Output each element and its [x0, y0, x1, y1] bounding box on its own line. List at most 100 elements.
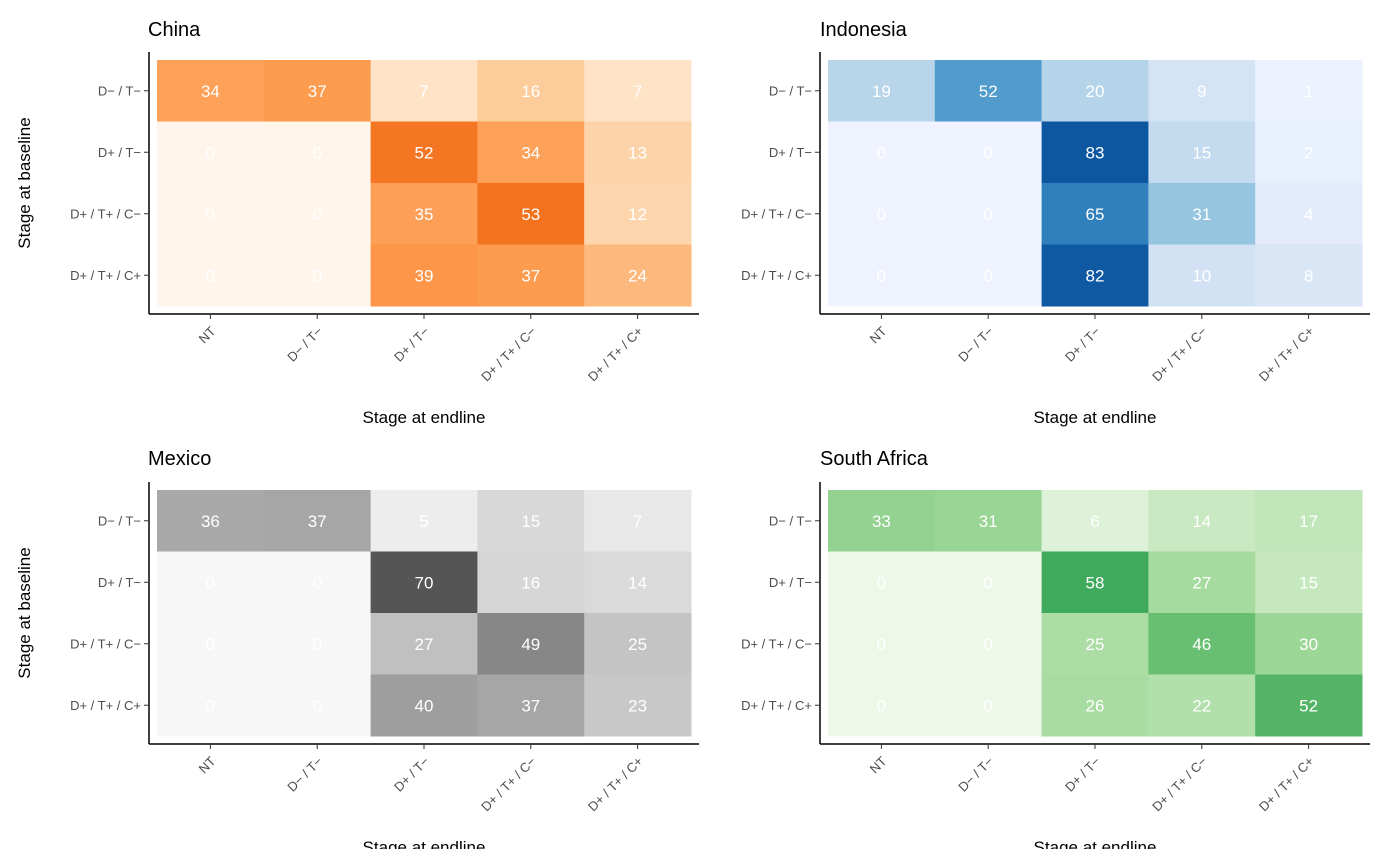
x-tick-label: D+ / T+ / C+ — [585, 324, 646, 385]
y-tick-label: D+ / T− — [769, 145, 812, 160]
heatmap-cell — [157, 551, 265, 614]
heatmap-cell — [934, 183, 1043, 245]
cell-value-label: 17 — [1299, 512, 1318, 531]
cell-value-label: 53 — [521, 205, 540, 224]
heatmap-cell — [934, 244, 1043, 307]
heatmap-cell — [828, 244, 936, 307]
cell-value-label: 22 — [1192, 696, 1211, 715]
x-tick-label: D+ / T− — [1062, 754, 1103, 795]
heatmap-cell — [828, 121, 936, 184]
cell-value-label: 0 — [206, 573, 215, 592]
cell-value-label: 37 — [308, 82, 327, 101]
y-tick-label: D− / T− — [769, 513, 812, 528]
heatmap-cell — [370, 183, 478, 245]
cell-value-label: 0 — [983, 205, 992, 224]
cell-value-label: 33 — [872, 512, 891, 531]
cell-value-label: 40 — [415, 696, 434, 715]
cell-value-label: 0 — [312, 573, 321, 592]
heatmap-cell — [263, 121, 372, 184]
y-tick-label: D− / T− — [98, 513, 141, 528]
y-tick-label: D+ / T+ / C− — [741, 206, 812, 221]
x-tick-label: D+ / T+ / C− — [478, 754, 539, 815]
cell-value-label: 15 — [1299, 573, 1318, 592]
heatmap-cell — [828, 490, 936, 552]
cell-value-label: 0 — [983, 635, 992, 654]
x-tick-label: NT — [196, 323, 219, 346]
x-tick-label: D+ / T+ / C+ — [1256, 324, 1317, 385]
x-tick-label: NT — [867, 323, 890, 346]
heatmap-cell — [584, 60, 692, 122]
cell-value-label: 31 — [979, 512, 998, 531]
heatmap-cell — [1041, 613, 1149, 675]
panel-south-africa: South Africa 33 31 6 14 17 0 0 58 27 15 0 0 25 46 30 0 0 2… — [741, 448, 1370, 849]
cell-value-label: 0 — [312, 143, 321, 162]
heatmap-cell — [1148, 183, 1256, 245]
x-axis-title: Stage at endline — [363, 838, 486, 849]
cell-value-label: 10 — [1192, 266, 1211, 285]
y-tick-label: D+ / T− — [98, 145, 141, 160]
y-axis-title: Stage at baseline — [15, 547, 34, 678]
heatmap-cell — [157, 60, 265, 122]
cell-value-label: 0 — [983, 573, 992, 592]
heatmap-cell — [1255, 551, 1363, 614]
cell-value-label: 14 — [628, 573, 647, 592]
cell-value-label: 27 — [415, 635, 434, 654]
y-tick-label: D− / T− — [769, 83, 812, 98]
y-tick-label: D+ / T+ / C− — [741, 636, 812, 651]
x-axis-title: Stage at endline — [1034, 838, 1157, 849]
heatmap-cell — [1255, 674, 1363, 737]
x-tick-label: D+ / T+ / C− — [478, 324, 539, 385]
cell-value-label: 52 — [979, 82, 998, 101]
heatmap-cell — [263, 551, 372, 614]
heatmap-cell — [157, 674, 265, 737]
cell-value-label: 27 — [1192, 573, 1211, 592]
cell-value-label: 7 — [633, 512, 642, 531]
y-tick-label: D+ / T+ / C+ — [70, 698, 141, 713]
cell-value-label: 9 — [1197, 82, 1206, 101]
heatmap-cell — [584, 613, 692, 675]
heatmap-cell — [477, 490, 585, 552]
x-tick-label: D+ / T+ / C− — [1149, 324, 1210, 385]
cell-value-label: 0 — [877, 696, 886, 715]
cell-value-label: 39 — [415, 266, 434, 285]
y-axis-title: Stage at baseline — [15, 117, 34, 248]
x-axis-title: Stage at endline — [1034, 408, 1157, 427]
heatmap-cell — [263, 490, 372, 552]
x-tick-label: D+ / T+ / C− — [1149, 754, 1210, 815]
heatmap-cell — [934, 60, 1043, 122]
panel-title: Indonesia — [820, 19, 908, 41]
heatmap-cell — [584, 244, 692, 307]
heatmap-cell — [1041, 490, 1149, 552]
cell-value-label: 36 — [201, 512, 220, 531]
cell-value-label: 0 — [877, 266, 886, 285]
heatmap-cell — [157, 490, 265, 552]
cell-value-label: 16 — [521, 573, 540, 592]
heatmap-cell — [584, 490, 692, 552]
cell-value-label: 6 — [1090, 512, 1099, 531]
cell-value-label: 0 — [206, 266, 215, 285]
heatmap-cell — [584, 674, 692, 737]
cell-value-label: 0 — [312, 266, 321, 285]
cell-value-label: 34 — [201, 82, 220, 101]
heatmap-cell — [157, 183, 265, 245]
x-tick-label: D+ / T+ / C+ — [1256, 754, 1317, 815]
heatmap-cell — [263, 244, 372, 307]
cell-value-label: 7 — [633, 82, 642, 101]
cell-value-label: 0 — [877, 573, 886, 592]
heatmap-cell — [1041, 60, 1149, 122]
cell-value-label: 0 — [877, 143, 886, 162]
heatmap-cell — [263, 674, 372, 737]
x-tick-label: D+ / T− — [391, 324, 432, 365]
heatmap-cell — [1041, 121, 1149, 184]
cell-value-label: 65 — [1086, 205, 1105, 224]
cell-value-label: 0 — [983, 696, 992, 715]
heatmap-cell — [370, 490, 478, 552]
y-tick-label: D+ / T+ / C+ — [741, 268, 812, 283]
heatmap-cell — [1255, 490, 1363, 552]
heatmap-cell — [370, 121, 478, 184]
cell-value-label: 13 — [628, 143, 647, 162]
heatmap-cell — [157, 121, 265, 184]
heatmap-cell — [828, 613, 936, 675]
cell-value-label: 52 — [1299, 696, 1318, 715]
